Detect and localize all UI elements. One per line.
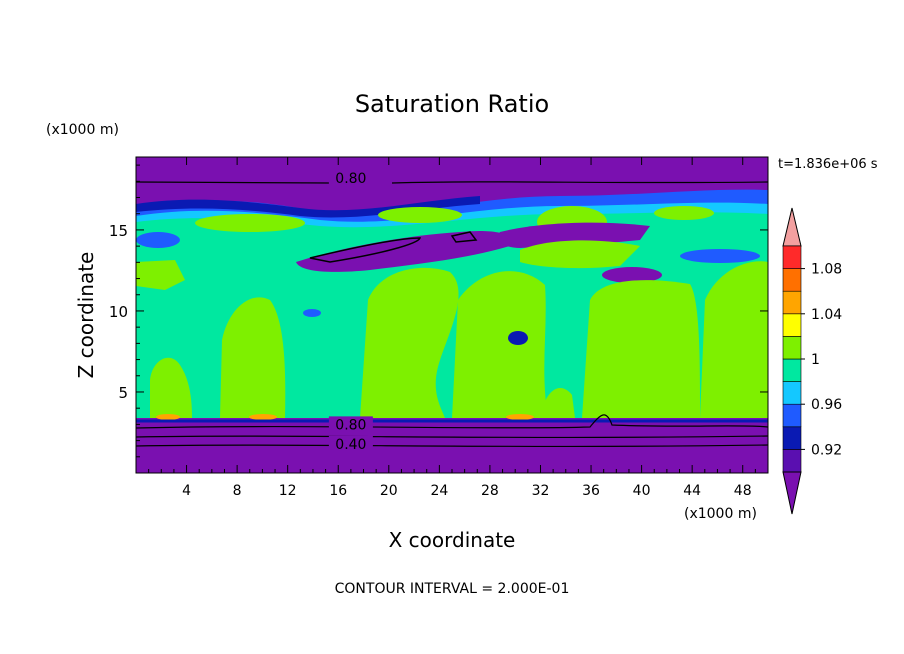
x-tick-label: 28 bbox=[481, 483, 499, 499]
orange-cell bbox=[156, 414, 180, 420]
colorbar-tick-label: 1.08 bbox=[811, 262, 842, 278]
x-axis-ticks: 4 8 12 16 20 24 28 32 36 40 44 48 bbox=[148, 157, 756, 499]
x-axis-title: X coordinate bbox=[389, 528, 516, 552]
colorbar-tick-label: 0.96 bbox=[811, 397, 842, 413]
contour-line-0.80-top bbox=[136, 181, 768, 184]
colorbar-under-triangle bbox=[782, 471, 802, 515]
contour-label-bg bbox=[328, 435, 373, 451]
lime-patch bbox=[378, 207, 462, 223]
contour-line-0.80-low bbox=[136, 414, 768, 429]
x-tick-label: 40 bbox=[633, 483, 651, 499]
cloud-column bbox=[520, 240, 640, 269]
cloud-column bbox=[136, 260, 185, 290]
x-tick-label: 16 bbox=[329, 483, 347, 499]
colorbar-over-triangle bbox=[782, 207, 802, 247]
y-tick-label: 5 bbox=[118, 384, 128, 402]
x-tick-label: 12 bbox=[279, 483, 297, 499]
colorbar-segment bbox=[782, 290, 802, 315]
cloud-column bbox=[360, 267, 459, 418]
colorbar-segment bbox=[782, 268, 802, 292]
colorbar-segment bbox=[782, 245, 802, 269]
lime-patch bbox=[195, 214, 305, 232]
x-tick-label: 44 bbox=[683, 483, 701, 499]
blue-cell bbox=[303, 309, 321, 317]
colorbar-segment bbox=[782, 313, 802, 337]
cloud-column bbox=[582, 280, 700, 418]
contour-labels: 0.80 0.80 0.40 bbox=[328, 170, 373, 453]
contour-label: 0.80 bbox=[335, 417, 366, 433]
colorbar: 0.92 0.96 1 1.04 1.08 bbox=[782, 207, 842, 515]
colorbar-segment bbox=[782, 336, 802, 360]
contour-label: 0.40 bbox=[335, 437, 366, 453]
x-tick-label: 36 bbox=[582, 483, 600, 499]
colorbar-tick-label: 1.04 bbox=[811, 307, 842, 323]
x-tick-label: 48 bbox=[734, 483, 752, 499]
dry-intrusion bbox=[602, 267, 662, 283]
x-unit-label: (x1000 m) bbox=[684, 506, 757, 522]
x-tick-label: 8 bbox=[233, 483, 242, 499]
colorbar-tick-label: 1 bbox=[811, 352, 820, 368]
dry-intrusion bbox=[498, 222, 650, 248]
x-tick-label: 32 bbox=[532, 483, 550, 499]
y-axis-title: Z coordinate bbox=[74, 252, 98, 379]
y-tick-label: 15 bbox=[109, 222, 128, 240]
contour-label-bg bbox=[328, 170, 373, 186]
x-tick-label: 4 bbox=[182, 483, 191, 499]
colorbar-segment bbox=[782, 358, 802, 382]
orange-cell bbox=[249, 414, 277, 420]
contour-label: 0.80 bbox=[335, 171, 366, 187]
contour-interval-footer: CONTOUR INTERVAL = 2.000E-01 bbox=[335, 581, 570, 597]
cloud-column bbox=[220, 297, 286, 418]
colorbar-segment bbox=[782, 426, 802, 450]
x-tick-label: 24 bbox=[430, 483, 448, 499]
contour-label-bg bbox=[328, 416, 373, 432]
blue-cell bbox=[508, 331, 528, 345]
cloud-column bbox=[540, 388, 575, 418]
contour-line-0.60 bbox=[136, 435, 768, 439]
lime-patch bbox=[654, 206, 714, 220]
time-label: t=1.836e+06 s bbox=[778, 157, 878, 172]
contour-closed bbox=[309, 237, 422, 263]
colorbar-segment bbox=[782, 403, 802, 428]
y-unit-label: (x1000 m) bbox=[46, 122, 119, 138]
y-axis-ticks: 5 10 15 bbox=[109, 164, 768, 458]
dry-intrusion bbox=[136, 232, 180, 248]
x-tick-label: 20 bbox=[380, 483, 398, 499]
plot-field bbox=[136, 157, 768, 473]
cloud-column bbox=[452, 271, 548, 418]
contour-line-0.40 bbox=[136, 444, 768, 448]
cloud-column bbox=[700, 261, 768, 418]
y-tick-label: 10 bbox=[109, 303, 128, 321]
chart-title: Saturation Ratio bbox=[355, 90, 549, 118]
contour-closed bbox=[450, 231, 478, 243]
dry-intrusion bbox=[680, 249, 760, 263]
colorbar-segment bbox=[782, 449, 802, 473]
colorbar-segment bbox=[782, 381, 802, 405]
colorbar-tick-label: 0.92 bbox=[811, 442, 842, 458]
cloud-column bbox=[150, 357, 192, 418]
orange-cell bbox=[506, 414, 534, 420]
